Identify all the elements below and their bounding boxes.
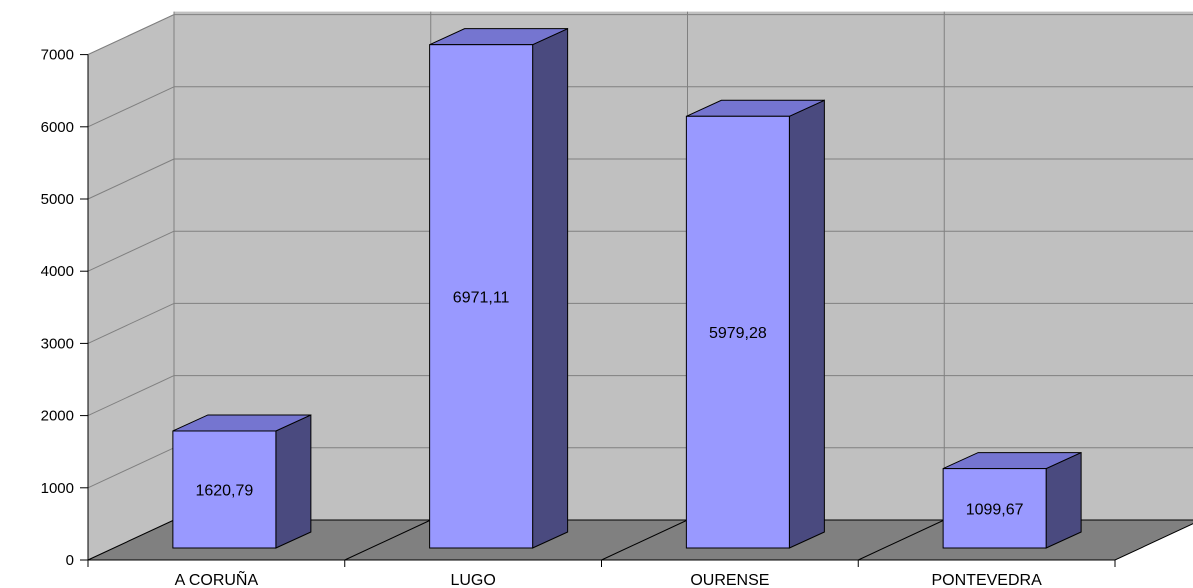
y-tick-label: 6000 <box>41 119 74 136</box>
data-label: 6971,11 <box>453 289 510 306</box>
bar-lugo <box>429 27 569 549</box>
back-wall <box>174 11 1193 520</box>
bar <box>685 115 790 549</box>
y-tick-label: 3000 <box>41 335 74 352</box>
y-tick-label: 4000 <box>41 263 74 280</box>
bar-side <box>788 99 825 549</box>
side-gridline <box>87 230 175 272</box>
data-label: 1099,67 <box>966 501 1024 518</box>
bar-a-coru-a <box>172 414 312 549</box>
floor-divider <box>344 519 431 561</box>
x-tick-label: PONTEVEDRA <box>932 572 1043 588</box>
side-gridline <box>87 375 175 417</box>
bar <box>942 468 1047 549</box>
bar-side <box>1045 451 1082 549</box>
bar-ourense <box>685 99 825 549</box>
bar <box>172 430 277 549</box>
bar-side <box>532 27 569 549</box>
side-wall <box>87 13 175 561</box>
floor-divider <box>601 519 688 561</box>
axes <box>80 54 1116 567</box>
data-label: 1620,79 <box>195 482 253 499</box>
bars <box>172 27 1082 549</box>
side-gridline <box>87 447 175 489</box>
x-tick-label: A CORUÑA <box>175 569 259 588</box>
side-gridline <box>87 158 175 200</box>
chart-walls <box>87 11 1193 561</box>
y-tick-label: 7000 <box>41 47 74 64</box>
y-tick-label: 5000 <box>41 191 74 208</box>
y-tick-label: 1000 <box>41 480 74 497</box>
bar-pontevedra <box>942 451 1082 549</box>
x-tick-label: LUGO <box>450 572 495 588</box>
side-gridline <box>87 14 175 56</box>
side-gridline <box>87 302 175 344</box>
y-tick-label: 2000 <box>41 408 74 425</box>
y-tick-label: 0 <box>66 552 74 569</box>
bar-side <box>275 414 312 549</box>
floor-divider <box>858 519 945 561</box>
x-tick-label: OURENSE <box>690 572 769 588</box>
data-label: 5979,28 <box>709 325 767 342</box>
side-gridline <box>87 86 175 128</box>
bar <box>429 44 534 549</box>
labels: 0 1000 2000 3000 4000 5000 6000 7000 1620,79 A CO… <box>41 47 1042 588</box>
